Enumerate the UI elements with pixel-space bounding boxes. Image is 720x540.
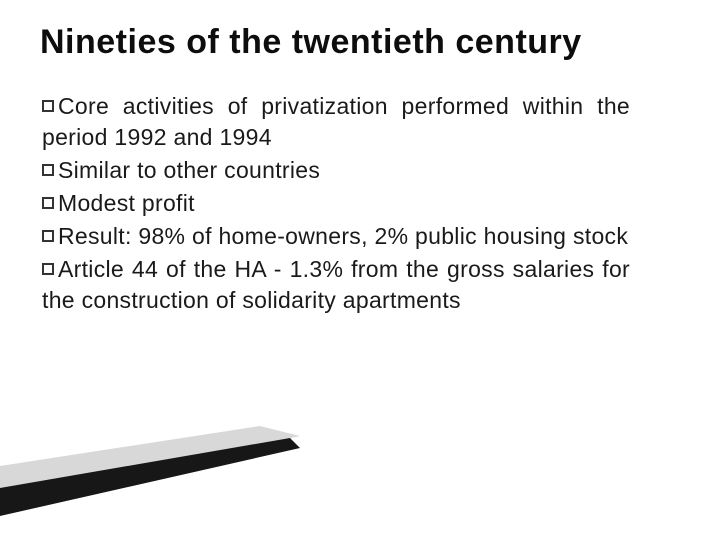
slide-title: Nineties of the twentieth century — [40, 22, 680, 63]
bullet-list: Core activities of privatization perform… — [40, 91, 630, 316]
square-bullet-icon — [42, 230, 54, 242]
bullet-text: Similar to other countries — [58, 157, 320, 183]
bullet-text: Modest profit — [58, 190, 195, 216]
list-item: Article 44 of the HA - 1.3% from the gro… — [42, 254, 630, 316]
list-item: Modest profit — [42, 188, 630, 219]
bullet-text: Article 44 of the HA - 1.3% from the gro… — [42, 256, 630, 313]
square-bullet-icon — [42, 100, 54, 112]
decorative-wedge — [0, 426, 300, 516]
square-bullet-icon — [42, 164, 54, 176]
slide: Nineties of the twentieth century Core a… — [0, 0, 720, 540]
square-bullet-icon — [42, 197, 54, 209]
bullet-text: Core activities of privatization perform… — [42, 93, 630, 150]
list-item: Result: 98% of home-owners, 2% public ho… — [42, 221, 630, 252]
square-bullet-icon — [42, 263, 54, 275]
bullet-text: Result: 98% of home-owners, 2% public ho… — [58, 223, 628, 249]
list-item: Core activities of privatization perform… — [42, 91, 630, 153]
list-item: Similar to other countries — [42, 155, 630, 186]
